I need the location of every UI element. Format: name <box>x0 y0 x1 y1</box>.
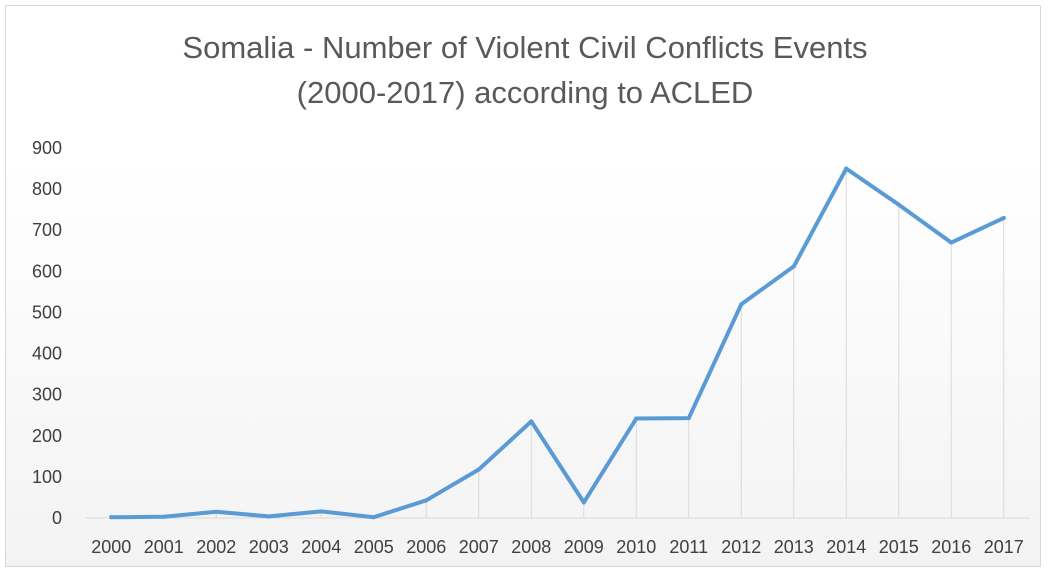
x-tick-label: 2007 <box>459 537 499 557</box>
x-tick-label: 2002 <box>196 537 236 557</box>
y-tick-label: 800 <box>32 179 62 199</box>
data-point <box>634 416 639 421</box>
y-tick-label: 900 <box>32 138 62 158</box>
y-tick-label: 400 <box>32 344 62 364</box>
data-point <box>266 514 271 519</box>
chart-title: Somalia - Number of Violent Civil Confli… <box>0 25 1050 115</box>
y-tick-label: 300 <box>32 385 62 405</box>
series-line <box>109 166 1006 520</box>
y-tick-label: 200 <box>32 426 62 446</box>
data-point <box>529 419 534 424</box>
y-tick-label: 0 <box>52 508 62 528</box>
x-tick-label: 2006 <box>406 537 446 557</box>
drop-lines <box>110 168 1005 518</box>
x-tick-label: 2008 <box>511 537 551 557</box>
chart-title-line-1: Somalia - Number of Violent Civil Confli… <box>182 30 868 65</box>
data-point <box>214 509 219 514</box>
data-point <box>949 240 954 245</box>
x-tick-label: 2003 <box>249 537 289 557</box>
data-point <box>844 166 849 171</box>
x-tick-label: 2013 <box>774 537 814 557</box>
y-axis: 0 100 200 300 400 500 600 700 800 900 <box>32 138 62 528</box>
x-tick-label: 2004 <box>301 537 341 557</box>
data-point <box>476 467 481 472</box>
data-point <box>686 416 691 421</box>
y-tick-label: 100 <box>32 467 62 487</box>
data-point <box>791 264 796 269</box>
x-axis: 2000 2001 2002 2003 2004 2005 2006 2007 2008 2009… <box>91 537 1024 557</box>
data-point <box>109 515 114 520</box>
data-point <box>581 500 586 505</box>
x-tick-label: 2009 <box>564 537 604 557</box>
data-point <box>424 498 429 503</box>
chart-area <box>5 5 1041 567</box>
x-tick-label: 2017 <box>984 537 1024 557</box>
data-point <box>371 515 376 520</box>
series-layer <box>109 166 1006 520</box>
x-tick-label: 2016 <box>931 537 971 557</box>
x-tick-label: 2001 <box>144 537 184 557</box>
x-tick-label: 2012 <box>721 537 761 557</box>
chart-title-line-2: (2000-2017) according to ACLED <box>296 75 754 110</box>
data-point <box>1001 215 1006 220</box>
x-tick-label: 2000 <box>91 537 131 557</box>
y-tick-label: 500 <box>32 302 62 322</box>
y-tick-label: 700 <box>32 220 62 240</box>
x-tick-label: 2005 <box>354 537 394 557</box>
x-tick-label: 2011 <box>669 537 708 557</box>
x-tick-label: 2010 <box>616 537 656 557</box>
data-point <box>896 202 901 207</box>
x-tick-label: 2014 <box>826 537 866 557</box>
data-point <box>161 514 166 519</box>
y-tick-label: 600 <box>32 261 62 281</box>
data-point <box>739 302 744 307</box>
x-tick-label: 2015 <box>879 537 919 557</box>
data-point <box>319 509 324 514</box>
